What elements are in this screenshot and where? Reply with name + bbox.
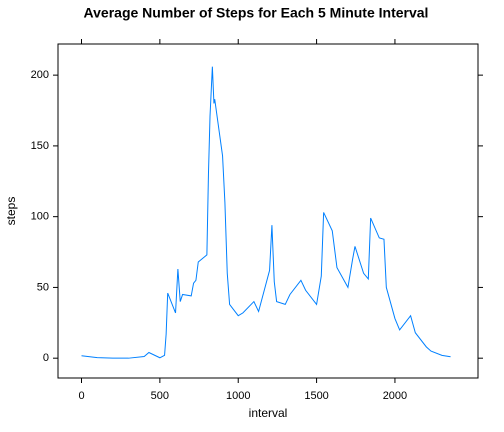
x-axis-label: interval: [249, 406, 288, 420]
chart-title: Average Number of Steps for Each 5 Minut…: [84, 5, 429, 21]
y-tick-label: 100: [31, 211, 49, 223]
y-tick-label: 0: [43, 352, 49, 364]
x-tick-label: 500: [151, 390, 169, 402]
y-tick-label: 200: [31, 69, 49, 81]
x-tick-label: 0: [78, 390, 84, 402]
x-tick-label: 1000: [226, 390, 250, 402]
y-tick-label: 50: [37, 281, 49, 293]
y-tick-label: 150: [31, 140, 49, 152]
x-tick-label: 2000: [383, 390, 407, 402]
data-line: [81, 66, 451, 359]
y-axis-label: steps: [4, 197, 18, 226]
x-tick-label: 1500: [304, 390, 328, 402]
panel-border: [57, 43, 479, 379]
